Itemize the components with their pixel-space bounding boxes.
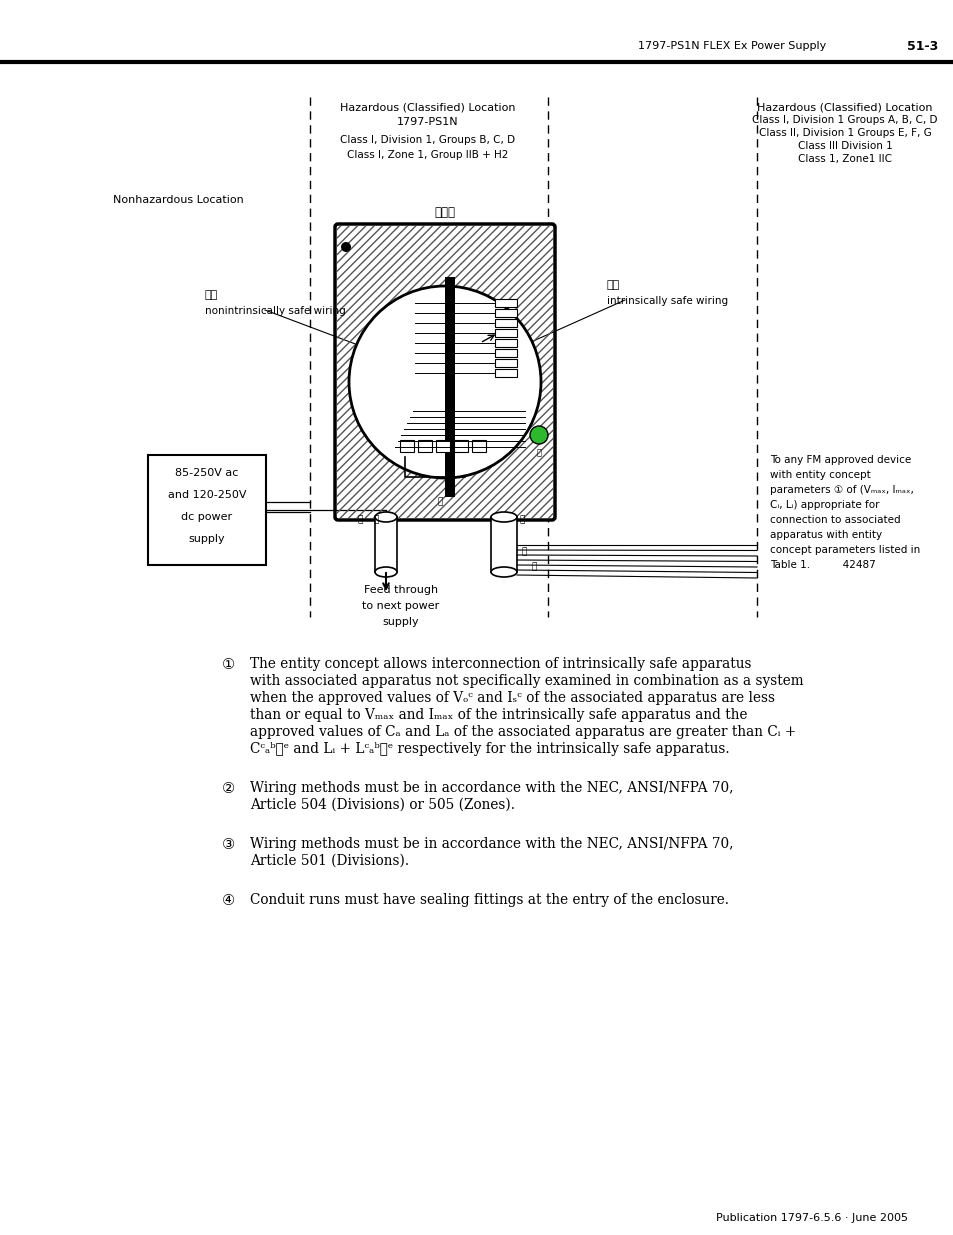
Text: Hazardous (Classified) Location: Hazardous (Classified) Location bbox=[757, 103, 932, 112]
Text: The entity concept allows interconnection of intrinsically safe apparatus: The entity concept allows interconnectio… bbox=[250, 657, 751, 671]
Ellipse shape bbox=[491, 567, 517, 577]
Text: 51-3: 51-3 bbox=[905, 40, 937, 53]
Text: ⓢ: ⓢ bbox=[357, 515, 362, 525]
Bar bbox=[375, 517, 396, 572]
Bar bbox=[495, 369, 517, 377]
Bar bbox=[444, 277, 455, 496]
Ellipse shape bbox=[491, 513, 517, 522]
Bar bbox=[495, 329, 517, 337]
Text: concept parameters listed in: concept parameters listed in bbox=[769, 545, 920, 555]
Text: Conduit runs must have sealing fittings at the entry of the enclosure.: Conduit runs must have sealing fittings … bbox=[250, 893, 728, 906]
Bar bbox=[495, 309, 517, 317]
Text: ②: ② bbox=[222, 781, 234, 797]
Text: intrinsically safe wiring: intrinsically safe wiring bbox=[606, 296, 727, 306]
Text: apparatus with entity: apparatus with entity bbox=[769, 530, 882, 540]
Text: approved values of Cₐ and Lₐ of the associated apparatus are greater than Cᵢ +: approved values of Cₐ and Lₐ of the asso… bbox=[250, 725, 796, 739]
Text: ④: ④ bbox=[222, 893, 234, 908]
Text: ⓡ: ⓡ bbox=[531, 562, 537, 572]
Text: nonintrinsically safe wiring: nonintrinsically safe wiring bbox=[205, 306, 345, 316]
Text: Class I, Division 1, Groups B, C, D: Class I, Division 1, Groups B, C, D bbox=[340, 135, 515, 144]
Bar bbox=[495, 299, 517, 308]
Bar bbox=[454, 440, 468, 452]
Text: Article 501 (Divisions).: Article 501 (Divisions). bbox=[250, 853, 409, 868]
Text: Class I, Division 1 Groups A, B, C, D: Class I, Division 1 Groups A, B, C, D bbox=[752, 115, 937, 125]
Text: ⓤⓦ: ⓤⓦ bbox=[205, 290, 218, 300]
Ellipse shape bbox=[375, 567, 396, 577]
Text: when the approved values of Vₒᶜ and Iₛᶜ of the associated apparatus are less: when the approved values of Vₒᶜ and Iₛᶜ … bbox=[250, 692, 774, 705]
Circle shape bbox=[340, 242, 351, 252]
Bar bbox=[491, 517, 517, 572]
Text: Wiring methods must be in accordance with the NEC, ANSI/NFPA 70,: Wiring methods must be in accordance wit… bbox=[250, 837, 733, 851]
Text: supply: supply bbox=[189, 534, 225, 543]
Text: Publication 1797-6.5.6 · June 2005: Publication 1797-6.5.6 · June 2005 bbox=[716, 1213, 907, 1223]
Text: Class II, Division 1 Groups E, F, G: Class II, Division 1 Groups E, F, G bbox=[758, 128, 930, 138]
Bar bbox=[495, 350, 517, 357]
Bar bbox=[417, 440, 432, 452]
Circle shape bbox=[530, 426, 547, 445]
Text: connection to associated: connection to associated bbox=[769, 515, 900, 525]
Text: 1797-PS1N FLEX Ex Power Supply: 1797-PS1N FLEX Ex Power Supply bbox=[638, 41, 825, 51]
Bar bbox=[472, 440, 485, 452]
Text: ⓧⓨⓩ: ⓧⓨⓩ bbox=[434, 206, 455, 220]
Text: supply: supply bbox=[382, 618, 419, 627]
Text: dc power: dc power bbox=[181, 513, 233, 522]
Text: Cᶜₐᵇℓᵉ and Lᵢ + Lᶜₐᵇℓᵉ respectively for the intrinsically safe apparatus.: Cᶜₐᵇℓᵉ and Lᵢ + Lᶜₐᵇℓᵉ respectively for … bbox=[250, 742, 729, 756]
Circle shape bbox=[349, 287, 540, 478]
Text: than or equal to Vₘₐₓ and Iₘₐₓ of the intrinsically safe apparatus and the: than or equal to Vₘₐₓ and Iₘₐₓ of the in… bbox=[250, 708, 747, 722]
FancyBboxPatch shape bbox=[335, 224, 555, 520]
Bar bbox=[399, 440, 414, 452]
Text: with associated apparatus not specifically examined in combination as a system: with associated apparatus not specifical… bbox=[250, 674, 802, 688]
Bar bbox=[495, 319, 517, 327]
Text: Hazardous (Classified) Location: Hazardous (Classified) Location bbox=[340, 103, 516, 112]
Text: To any FM approved device: To any FM approved device bbox=[769, 454, 910, 466]
Text: Feed through: Feed through bbox=[363, 585, 437, 595]
Text: Wiring methods must be in accordance with the NEC, ANSI/NFPA 70,: Wiring methods must be in accordance wit… bbox=[250, 781, 733, 795]
Text: 1797-PS1N: 1797-PS1N bbox=[396, 117, 458, 127]
Bar bbox=[495, 359, 517, 367]
Text: ⓥ: ⓥ bbox=[536, 448, 541, 457]
Text: ⓡ: ⓡ bbox=[520, 547, 526, 557]
Text: to next power: to next power bbox=[362, 601, 439, 611]
Text: ⓣ: ⓣ bbox=[373, 515, 378, 525]
Text: Cᵢ, Lᵢ) appropriate for: Cᵢ, Lᵢ) appropriate for bbox=[769, 500, 879, 510]
Text: 85-250V ac: 85-250V ac bbox=[175, 468, 238, 478]
Text: and 120-250V: and 120-250V bbox=[168, 490, 246, 500]
Text: Article 504 (Divisions) or 505 (Zones).: Article 504 (Divisions) or 505 (Zones). bbox=[250, 798, 515, 811]
Text: Class I, Zone 1, Group IIB + H2: Class I, Zone 1, Group IIB + H2 bbox=[347, 149, 508, 161]
Bar bbox=[495, 338, 517, 347]
Bar bbox=[148, 454, 266, 564]
Text: ⓥ: ⓥ bbox=[436, 498, 442, 506]
Text: ⓣ: ⓣ bbox=[518, 515, 524, 525]
Ellipse shape bbox=[375, 513, 396, 522]
Text: Nonhazardous Location: Nonhazardous Location bbox=[112, 195, 243, 205]
Text: Table 1.          42487: Table 1. 42487 bbox=[769, 559, 875, 571]
Text: ⓤⓦ: ⓤⓦ bbox=[606, 280, 619, 290]
Bar bbox=[436, 440, 450, 452]
Text: ③: ③ bbox=[222, 837, 234, 852]
Text: ①: ① bbox=[222, 657, 234, 672]
Text: Class 1, Zone1 IIC: Class 1, Zone1 IIC bbox=[797, 154, 891, 164]
Text: parameters ① of (Vₘₐₓ, Iₘₐₓ,: parameters ① of (Vₘₐₓ, Iₘₐₓ, bbox=[769, 485, 913, 495]
Text: with entity concept: with entity concept bbox=[769, 471, 870, 480]
Text: Class III Division 1: Class III Division 1 bbox=[797, 141, 891, 151]
